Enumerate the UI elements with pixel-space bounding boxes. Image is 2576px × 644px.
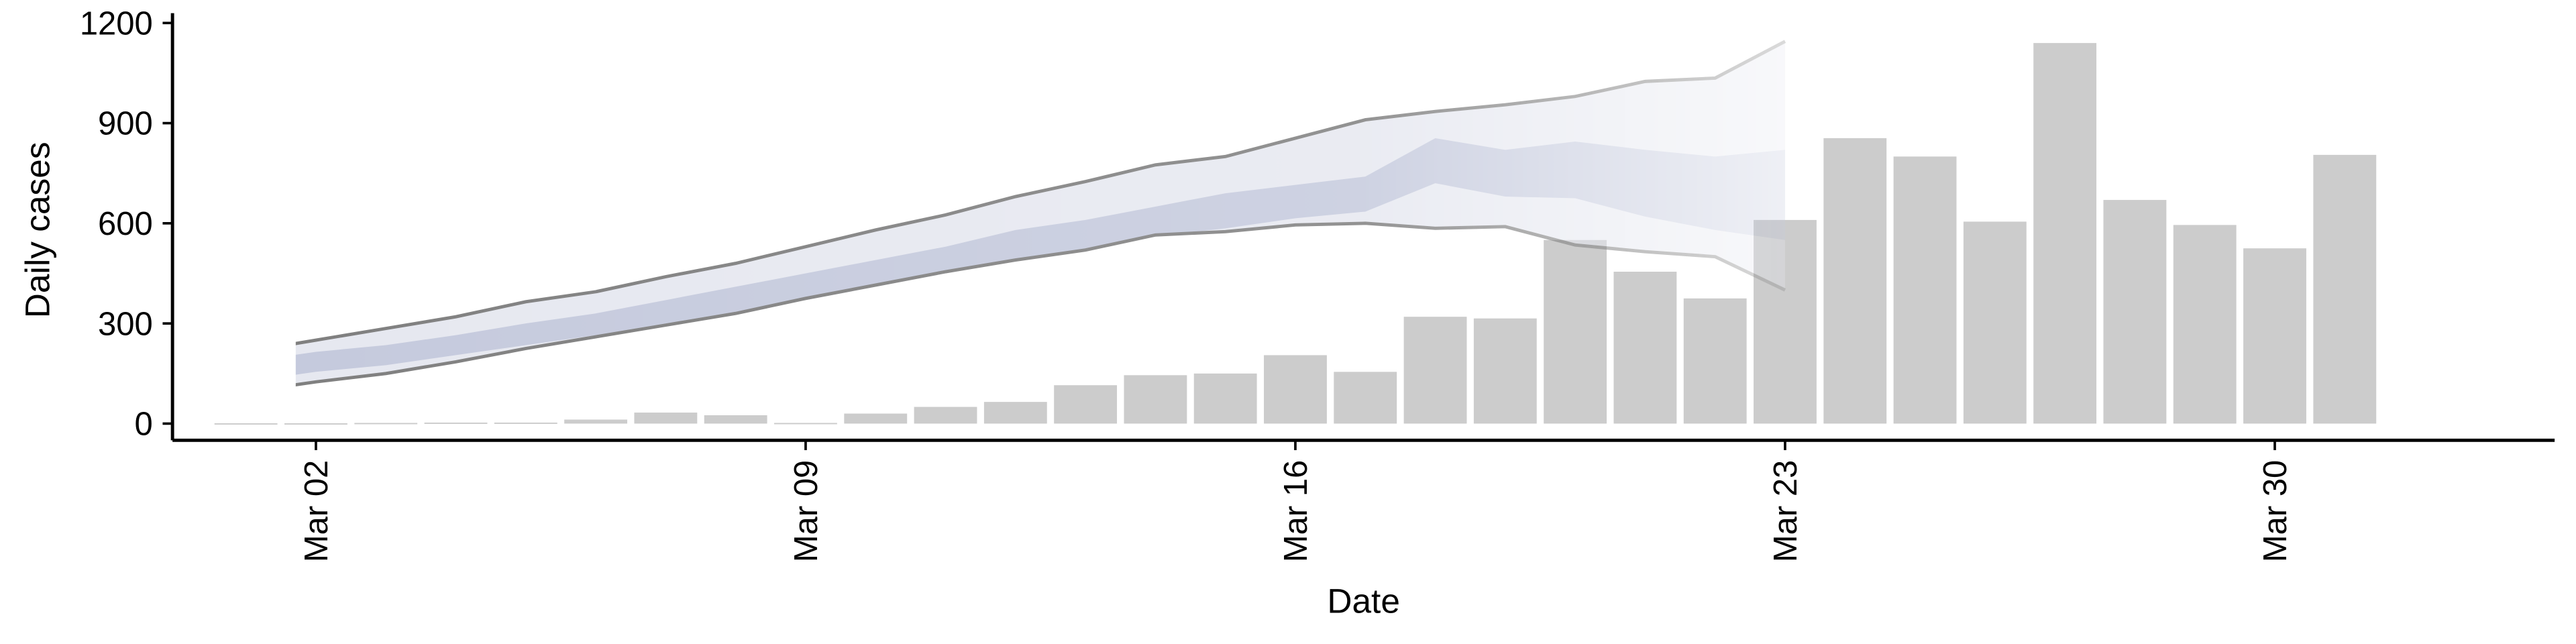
bar <box>1334 372 1397 424</box>
x-tick-label: Mar 16 <box>1278 460 1314 562</box>
x-tick-label: Mar 23 <box>1768 460 1804 562</box>
bar <box>2033 43 2097 424</box>
bar <box>1963 221 2027 424</box>
bar <box>284 423 347 425</box>
bar <box>914 407 977 424</box>
y-tick-label: 900 <box>98 106 153 142</box>
bar <box>424 422 488 424</box>
bar <box>494 422 557 424</box>
y-tick-label: 600 <box>98 206 153 242</box>
bar <box>2313 154 2377 424</box>
bar <box>1544 239 1607 424</box>
bar <box>214 423 278 425</box>
bar <box>634 413 698 424</box>
bar <box>1124 375 1187 424</box>
bar <box>1893 156 1957 424</box>
bar <box>704 415 767 424</box>
x-axis-title: Date <box>1327 581 1400 620</box>
x-tick-label: Mar 30 <box>2257 460 2294 562</box>
x-tick-label: Mar 09 <box>788 460 824 562</box>
bar <box>1054 385 1118 424</box>
y-tick-label: 300 <box>98 306 153 342</box>
bound-line <box>246 221 1786 394</box>
bar <box>2103 200 2167 424</box>
bar <box>2173 225 2237 424</box>
y-tick-label: 1200 <box>80 5 153 42</box>
y-axis-title: Daily cases <box>17 142 56 318</box>
bar <box>1823 138 1887 424</box>
bar <box>1264 355 1327 424</box>
bar <box>1193 373 1257 424</box>
bar <box>774 423 837 425</box>
x-tick-label: Mar 02 <box>299 460 335 562</box>
bar <box>354 423 418 425</box>
bar <box>844 413 908 424</box>
bar <box>1613 272 1677 424</box>
bar <box>564 419 628 424</box>
bound-line <box>246 40 1786 354</box>
bar <box>1403 317 1467 424</box>
bar <box>1683 298 1747 424</box>
bar <box>983 402 1047 424</box>
outer-band <box>246 41 1785 392</box>
y-tick-label: 0 <box>135 407 153 443</box>
bar <box>1473 318 1537 424</box>
bar <box>2243 248 2306 424</box>
forecast-ribbon <box>246 40 1786 394</box>
